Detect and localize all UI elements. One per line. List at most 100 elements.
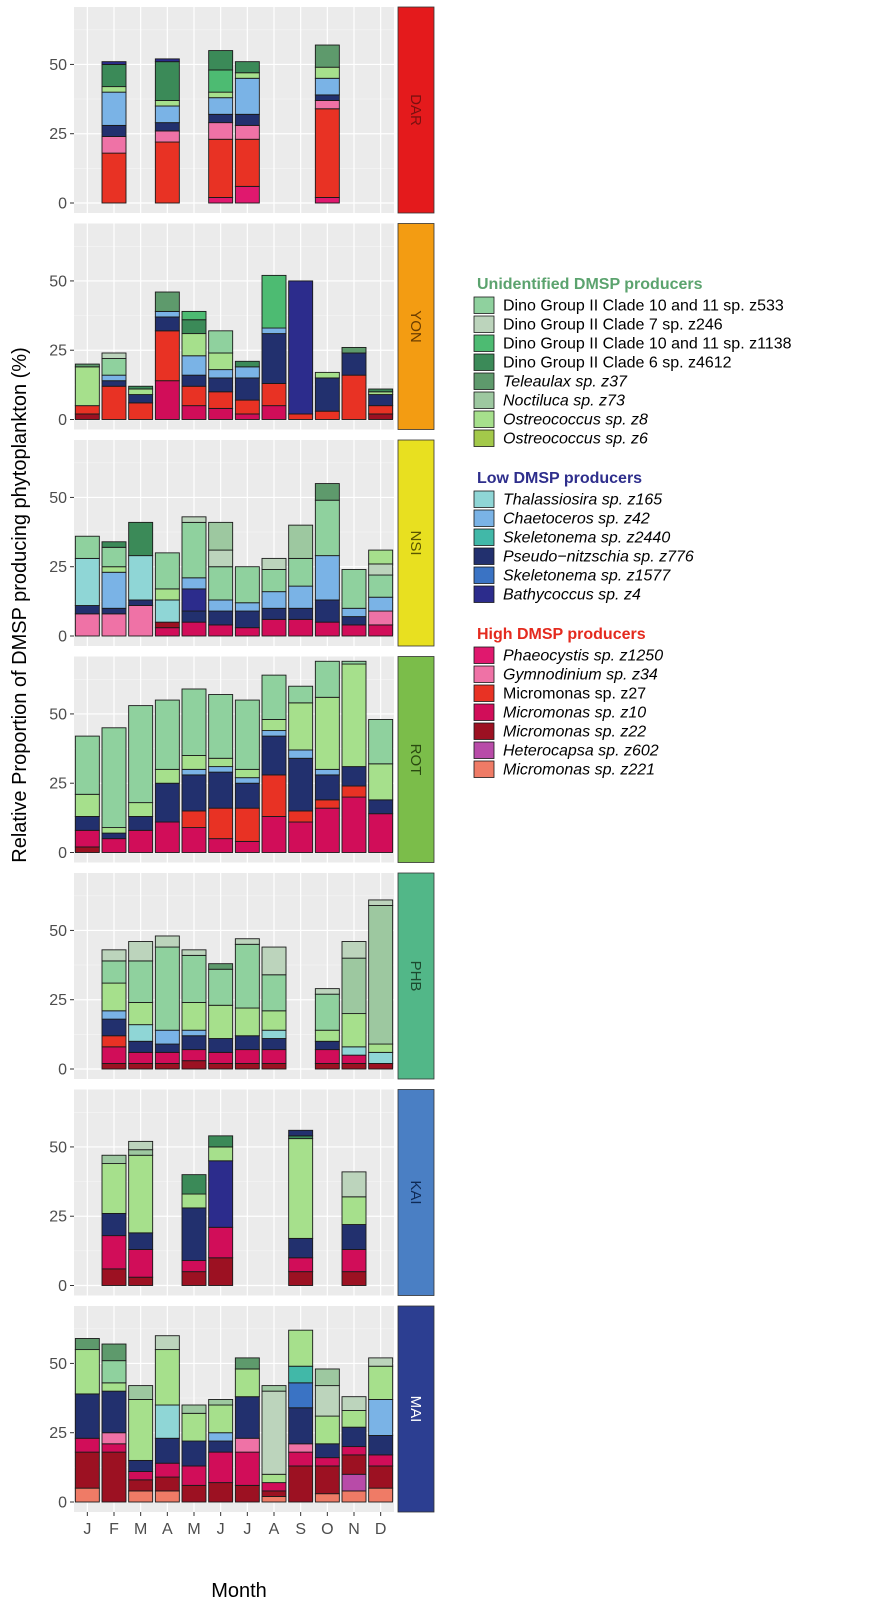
bar-segment-s12: [101, 380, 127, 387]
y-tick-label: 25: [49, 992, 67, 1009]
bar-segment-s01: [128, 960, 154, 1003]
bar-segment-s19: [101, 1451, 127, 1503]
bar-kai-5: [181, 1174, 207, 1286]
bar-segment-s12: [314, 1443, 340, 1459]
bar-segment-s18: [234, 413, 260, 420]
bar-segment-s17: [314, 410, 340, 420]
bar-segment-s02: [368, 563, 394, 576]
legend-swatch: [473, 528, 495, 546]
bar-segment-s18: [261, 1049, 287, 1064]
bar-segment-s10: [208, 766, 234, 773]
bar-nsi-3: [128, 521, 154, 637]
bar-segment-s02: [128, 941, 154, 962]
bar-segment-s19: [314, 1465, 340, 1495]
bar-segment-s01: [101, 727, 127, 829]
bar-segment-s07: [341, 1013, 367, 1048]
bar-segment-s12: [234, 113, 260, 126]
bar-segment-s17: [101, 1035, 127, 1048]
bar-segment-s12: [74, 605, 100, 615]
x-tick-label: A: [162, 1521, 173, 1538]
bar-segment-s17: [288, 413, 314, 420]
bar-segment-s02: [314, 988, 340, 995]
bar-segment-s07: [341, 1410, 367, 1428]
bar-segment-s18: [314, 1049, 340, 1064]
bar-segment-s19: [368, 1063, 394, 1070]
bar-segment-s18: [101, 1046, 127, 1064]
bar-rot-1: [74, 735, 100, 853]
bar-segment-s10: [154, 310, 180, 318]
bar-segment-s15: [208, 197, 234, 204]
bar-segment-s07: [288, 1138, 314, 1239]
bar-segment-s06: [208, 521, 234, 551]
bar-yon-10: [314, 371, 340, 420]
bar-phb-3: [128, 941, 154, 1070]
bar-yon-5: [181, 310, 207, 420]
bar-phb-8: [261, 946, 287, 1070]
bar-segment-s18: [288, 1257, 314, 1273]
bar-yon-9: [288, 280, 314, 420]
bar-mai-11: [341, 1396, 367, 1503]
bar-segment-s12: [314, 599, 340, 623]
bar-segment-s19: [341, 1454, 367, 1475]
bar-segment-s01: [154, 552, 180, 590]
bar-segment-s17: [101, 152, 127, 204]
facet-strip: [397, 223, 435, 430]
bar-segment-s05: [208, 963, 234, 970]
bar-segment-s18: [208, 838, 234, 853]
x-tick-label: F: [109, 1521, 119, 1538]
bar-segment-s18: [341, 624, 367, 637]
bar-rot-9: [288, 685, 314, 853]
bar-segment-s06: [208, 1399, 234, 1406]
bar-yon-11: [341, 346, 367, 420]
bar-segment-s01: [181, 688, 207, 756]
legend-swatch: [473, 391, 495, 409]
bar-segment-s07: [101, 982, 127, 1012]
bar-segment-s18: [208, 1226, 234, 1259]
legend-group-title: High DMSP producers: [477, 626, 646, 643]
bar-mai-4: [154, 1335, 180, 1503]
bar-nsi-7: [234, 566, 260, 637]
bar-segment-s10: [288, 585, 314, 609]
bar-segment-s16: [101, 1432, 127, 1445]
legend-entry-label: Micromonas sp. z10: [503, 705, 646, 722]
bar-segment-s10: [368, 1399, 394, 1436]
bar-segment-s14: [288, 280, 314, 415]
bar-segment-s01: [154, 699, 180, 770]
bar-segment-s12: [314, 94, 340, 101]
bar-segment-s05: [314, 44, 340, 68]
bar-segment-s02: [154, 1335, 180, 1351]
bar-segment-s06: [128, 1385, 154, 1400]
x-tick-label: N: [348, 1521, 360, 1538]
bar-segment-s09: [368, 1051, 394, 1064]
bar-segment-s01: [314, 993, 340, 1031]
bar-segment-s07: [181, 1412, 207, 1442]
bar-segment-s07: [314, 1415, 340, 1445]
bar-segment-s04: [101, 541, 127, 548]
bar-segment-s12: [341, 766, 367, 787]
legend-entry-label: Gymnodinium sp. z34: [503, 667, 658, 684]
bar-segment-s07: [208, 1004, 234, 1039]
bar-segment-s07: [234, 1368, 260, 1398]
bar-segment-s01: [261, 569, 287, 593]
bar-rot-3: [128, 705, 154, 853]
bar-segment-s07: [208, 1404, 234, 1434]
bar-segment-s12: [261, 333, 287, 384]
bar-segment-s18: [101, 1443, 127, 1453]
bar-phb-5: [181, 949, 207, 1070]
panel-background: [74, 7, 394, 213]
bar-segment-s07: [314, 696, 340, 770]
facet-strip-label: ROT: [407, 744, 424, 776]
bar-segment-s18: [128, 1249, 154, 1278]
legend-entry-label: Dino Group II Clade 6 sp. z4612: [503, 355, 732, 372]
bar-segment-s10: [234, 602, 260, 612]
bar-segment-s06: [314, 1368, 340, 1387]
y-tick-label: 0: [58, 629, 67, 646]
bar-nsi-5: [181, 516, 207, 637]
bar-segment-s19: [341, 1271, 367, 1286]
facet-strip: [397, 1089, 435, 1296]
x-tick-label: J: [83, 1521, 91, 1538]
bar-segment-s06: [368, 905, 394, 1045]
bar-segment-s02: [208, 549, 234, 568]
bar-segment-s16: [234, 124, 260, 140]
bar-segment-s04: [181, 1174, 207, 1195]
